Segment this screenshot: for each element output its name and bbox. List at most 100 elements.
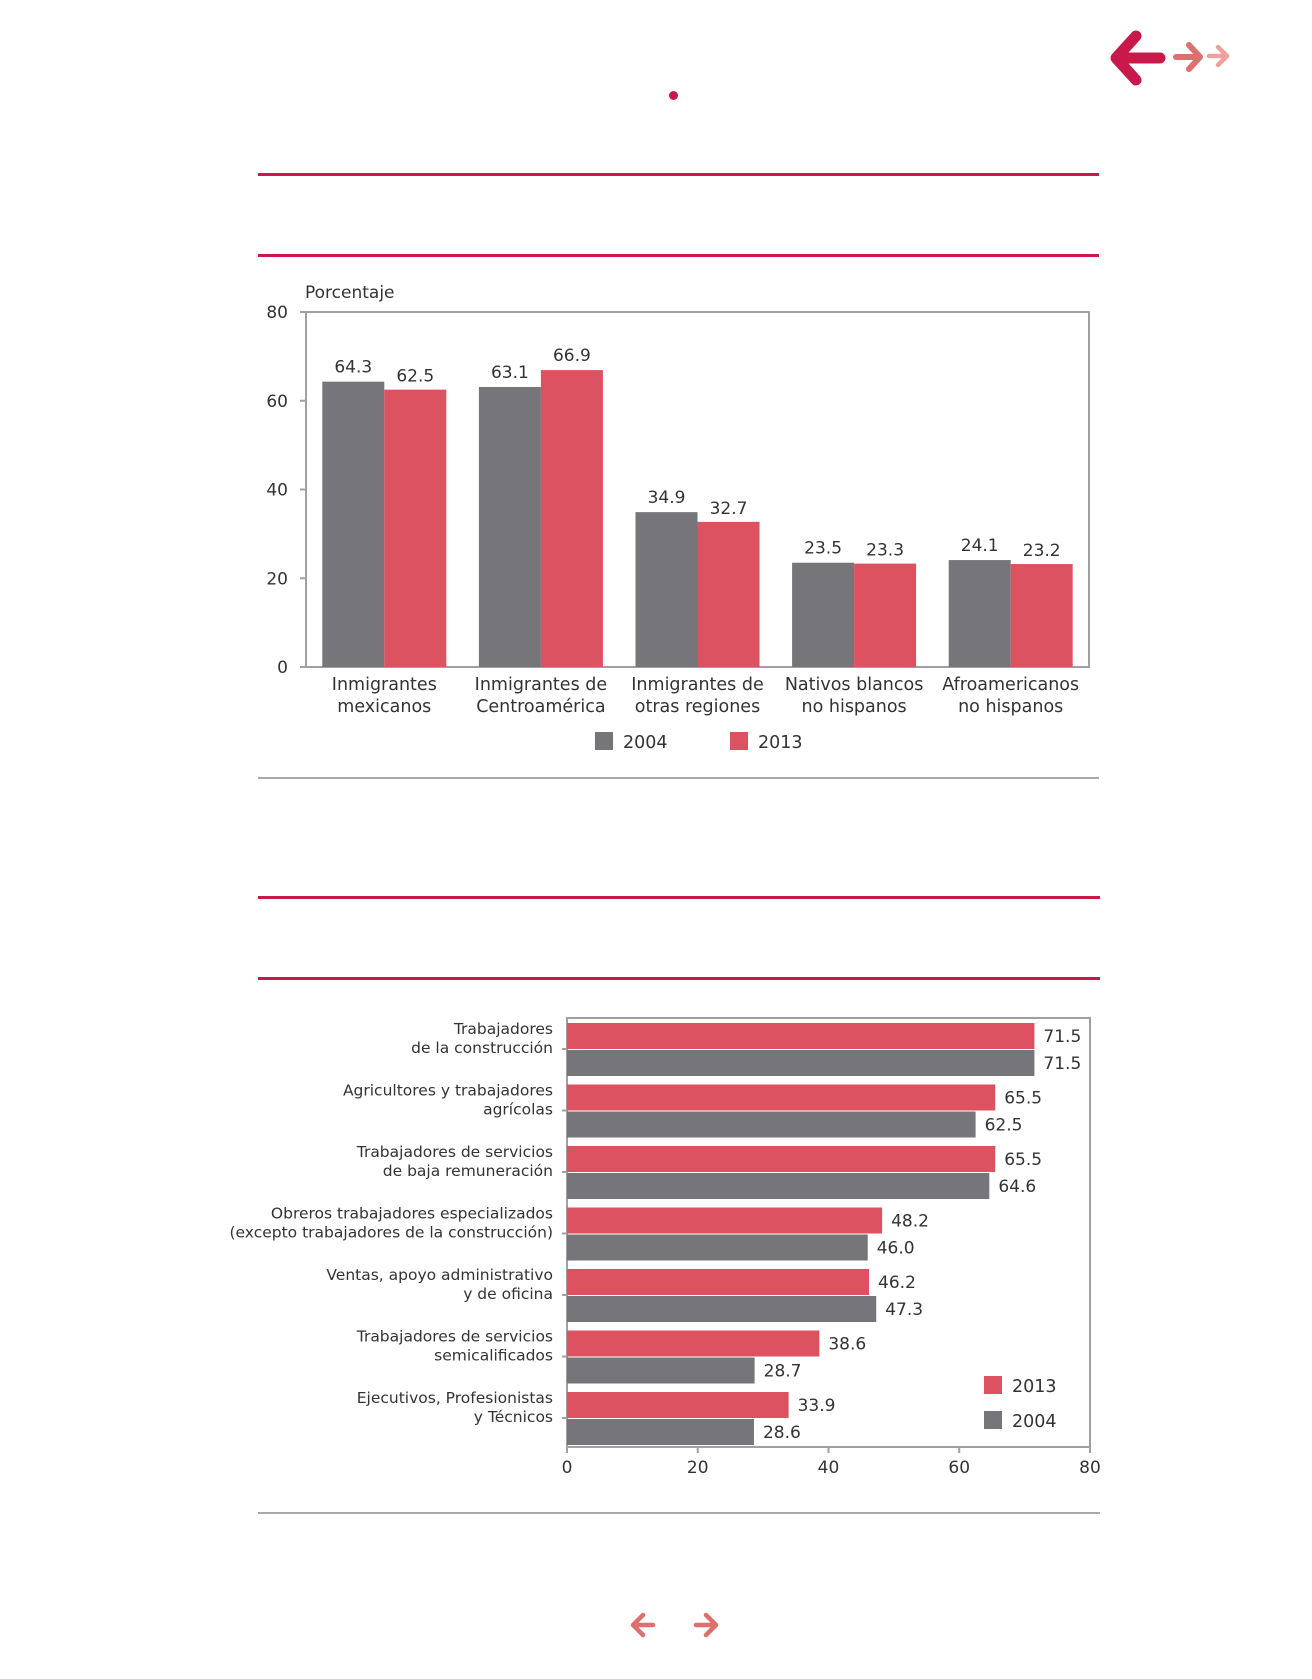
y-category-label: Trabajadores bbox=[453, 1020, 553, 1038]
y-category-label: Trabajadores de servicios bbox=[356, 1328, 553, 1346]
data-label: 28.7 bbox=[764, 1362, 802, 1382]
data-label: 65.5 bbox=[1004, 1089, 1042, 1109]
x-category-label: Centroamérica bbox=[476, 697, 605, 717]
vertical-bar-chart: Porcentaje 0 20 40 60 80 64.3 62.5 Inmigrantesme… bbox=[266, 283, 1090, 753]
y-category-label: de baja remuneración bbox=[383, 1162, 553, 1180]
y-axis-label: Porcentaje bbox=[305, 283, 395, 303]
legend-label: 2013 bbox=[758, 733, 803, 753]
data-label: 62.5 bbox=[985, 1116, 1023, 1136]
bar-2004 bbox=[567, 1357, 755, 1384]
y-category-label: semicalificados bbox=[434, 1347, 553, 1365]
bar-2004 bbox=[792, 562, 855, 667]
bar-2013 bbox=[1010, 564, 1073, 667]
x-category-label: Inmigrantes de bbox=[475, 675, 607, 695]
legend-label: 2004 bbox=[1012, 1412, 1057, 1432]
bar-2004 bbox=[635, 512, 698, 667]
legend-label: 2004 bbox=[623, 733, 668, 753]
bar-2013 bbox=[567, 1207, 883, 1234]
decorative-dot bbox=[669, 91, 678, 100]
data-label: 46.2 bbox=[878, 1273, 916, 1293]
bar-2013 bbox=[384, 389, 447, 667]
y-category-label: Ventas, apoyo administrativo bbox=[326, 1266, 553, 1284]
data-label: 48.2 bbox=[891, 1212, 929, 1232]
bar-2004 bbox=[567, 1173, 990, 1199]
arrow-right-icon bbox=[1206, 44, 1230, 68]
x-category-label: no hispanos bbox=[958, 697, 1063, 717]
data-label: 62.5 bbox=[396, 367, 434, 387]
legend-swatch-2004 bbox=[984, 1411, 1002, 1429]
x-category-label: Nativos blancos bbox=[785, 675, 924, 695]
bar-2013 bbox=[567, 1146, 996, 1172]
data-label: 33.9 bbox=[798, 1396, 836, 1416]
arrow-left-icon bbox=[630, 1612, 656, 1638]
x-tick-label: 80 bbox=[1079, 1458, 1101, 1478]
y-category-label: agrícolas bbox=[483, 1101, 553, 1119]
y-tick-label: 60 bbox=[266, 392, 288, 412]
arrow-right-icon bbox=[1173, 42, 1203, 72]
data-label: 46.0 bbox=[877, 1239, 915, 1259]
x-tick-label: 60 bbox=[948, 1458, 970, 1478]
x-category-label: otras regiones bbox=[635, 697, 760, 717]
legend-swatch-2013 bbox=[730, 732, 748, 750]
y-tick-label: 20 bbox=[266, 569, 288, 589]
y-tick-label: 80 bbox=[266, 303, 288, 323]
bar-2013 bbox=[567, 1023, 1035, 1049]
y-category-label: de la construcción bbox=[411, 1039, 553, 1057]
data-label: 24.1 bbox=[961, 536, 999, 556]
divider-line bbox=[258, 977, 1100, 980]
data-label: 23.5 bbox=[804, 539, 842, 559]
data-label: 23.3 bbox=[866, 541, 904, 561]
data-label: 38.6 bbox=[828, 1335, 866, 1355]
data-label: 71.5 bbox=[1043, 1027, 1081, 1047]
data-label: 34.9 bbox=[648, 488, 686, 508]
data-label: 71.5 bbox=[1043, 1054, 1081, 1074]
y-tick-label: 0 bbox=[277, 658, 288, 678]
bar-2004 bbox=[567, 1111, 976, 1138]
bar-2004 bbox=[322, 381, 385, 667]
data-label: 28.6 bbox=[763, 1423, 801, 1443]
bar-2004 bbox=[567, 1050, 1035, 1076]
data-label: 63.1 bbox=[491, 363, 529, 383]
x-tick-label: 20 bbox=[687, 1458, 709, 1478]
forward-nav-button[interactable] bbox=[1172, 41, 1204, 73]
x-category-label: Inmigrantes de bbox=[631, 675, 763, 695]
x-category-label: no hispanos bbox=[802, 697, 907, 717]
data-label: 66.9 bbox=[553, 346, 591, 366]
bar-2004 bbox=[948, 560, 1011, 667]
arrow-left-icon bbox=[1110, 30, 1166, 86]
x-tick-label: 0 bbox=[562, 1458, 573, 1478]
y-category-label: (excepto trabajadores de la construcción… bbox=[230, 1224, 554, 1242]
data-label: 64.6 bbox=[998, 1177, 1036, 1197]
y-category-label: Agricultores y trabajadores bbox=[343, 1082, 553, 1100]
legend-swatch-2013 bbox=[984, 1376, 1002, 1394]
divider-line bbox=[258, 173, 1099, 176]
bar-2004 bbox=[567, 1234, 868, 1261]
y-category-label: y Técnicos bbox=[474, 1408, 553, 1426]
bar-2013 bbox=[540, 370, 603, 667]
y-tick-label: 40 bbox=[266, 481, 288, 501]
bar-2013 bbox=[567, 1392, 789, 1418]
bar-2004 bbox=[567, 1296, 877, 1322]
data-label: 23.2 bbox=[1023, 541, 1061, 561]
bar-2013 bbox=[567, 1084, 996, 1111]
divider-line bbox=[258, 254, 1099, 257]
y-category-label: y de oficina bbox=[463, 1285, 553, 1303]
arrow-right-icon bbox=[693, 1612, 719, 1638]
y-category-label: Obreros trabajadores especializados bbox=[271, 1205, 553, 1223]
bar-2013 bbox=[567, 1269, 870, 1295]
legend-swatch-2004 bbox=[595, 732, 613, 750]
previous-page-button[interactable] bbox=[630, 1612, 656, 1638]
x-category-label: mexicanos bbox=[337, 697, 431, 717]
bar-2013 bbox=[697, 521, 760, 667]
data-label: 32.7 bbox=[710, 499, 748, 519]
forward-nav-secondary-button[interactable] bbox=[1206, 44, 1230, 68]
divider-line bbox=[258, 1512, 1100, 1514]
next-page-button[interactable] bbox=[693, 1612, 719, 1638]
data-label: 64.3 bbox=[334, 358, 372, 378]
divider-line bbox=[258, 896, 1100, 899]
x-tick-label: 40 bbox=[818, 1458, 840, 1478]
back-nav-button[interactable] bbox=[1110, 30, 1168, 88]
y-category-label: Trabajadores de servicios bbox=[356, 1143, 553, 1161]
data-label: 47.3 bbox=[885, 1300, 923, 1320]
